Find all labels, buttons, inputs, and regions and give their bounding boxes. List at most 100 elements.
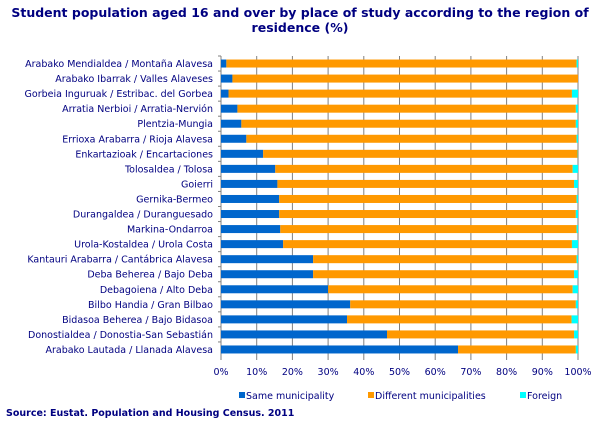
- bar-segment-foreign: [577, 135, 578, 143]
- bar-segment-different-municipalities: [313, 255, 576, 263]
- bar-segment-different-municipalities: [350, 300, 576, 308]
- bar-segment-foreign: [576, 345, 578, 353]
- gridlines: [218, 56, 578, 360]
- bar-segment-same-municipality: [221, 270, 313, 278]
- bar-segment-different-municipalities: [228, 90, 571, 98]
- x-tick-label: 70%: [460, 367, 481, 378]
- bar-segment-foreign: [576, 105, 578, 113]
- legend-swatch: [239, 392, 245, 398]
- bar-segment-foreign: [572, 315, 578, 323]
- bar-segment-same-municipality: [221, 120, 241, 128]
- bar-segment-foreign: [577, 60, 578, 68]
- category-label: Bilbo Handia / Gran Bilbao: [88, 300, 213, 311]
- bar-segment-foreign: [573, 165, 578, 173]
- category-label: Donostialdea / Donostia-San Sebastián: [28, 330, 213, 341]
- bar-segment-different-municipalities: [283, 240, 572, 248]
- bar-segment-same-municipality: [221, 345, 458, 353]
- bar-segment-foreign: [574, 270, 578, 278]
- category-label: Durangaldea / Duranguesado: [73, 210, 213, 221]
- bar-segment-foreign: [572, 240, 578, 248]
- bar-segment-same-municipality: [221, 75, 232, 83]
- x-tick-label: 0%: [213, 367, 228, 378]
- x-tick-label: 80%: [496, 367, 517, 378]
- bar-segment-same-municipality: [221, 90, 228, 98]
- x-tick-label: 20%: [282, 367, 303, 378]
- legend-label: Foreign: [527, 391, 562, 402]
- category-label: Bidasoa Beherea / Bajo Bidasoa: [62, 315, 213, 326]
- bar-segment-different-municipalities: [246, 135, 576, 143]
- bar-segment-foreign: [576, 120, 578, 128]
- category-label: Enkartazioak / Encartaciones: [75, 149, 213, 160]
- legend-swatch: [520, 392, 526, 398]
- legend-label: Same municipality: [246, 391, 335, 402]
- bar-segment-different-municipalities: [277, 180, 574, 188]
- x-axis-ticks: 0% 10% 20% 30% 40% 50% 60% 70% 80% 90% 100%: [213, 367, 591, 378]
- bar-segment-different-municipalities: [232, 75, 578, 83]
- category-label: Errioxa Arabarra / Rioja Alavesa: [62, 134, 213, 145]
- category-label: Markina-Ondarroa: [127, 225, 213, 236]
- chart-title-line-2: residence (%): [252, 20, 349, 35]
- bar-segment-same-municipality: [221, 210, 279, 218]
- bar-segment-same-municipality: [221, 285, 328, 293]
- bar-segment-same-municipality: [221, 60, 226, 68]
- bar-segment-different-municipalities: [263, 150, 578, 158]
- legend-label: Different municipalities: [375, 391, 486, 402]
- category-labels: Arabako Mendialdea / Montaña Alavesa Arab…: [25, 59, 214, 356]
- bar-segment-different-municipalities: [279, 195, 576, 203]
- category-label: Debagoiena / Alto Deba: [100, 285, 213, 296]
- bar-segment-foreign: [576, 300, 578, 308]
- category-label: Goierri: [181, 179, 213, 190]
- bar-segment-same-municipality: [221, 240, 283, 248]
- bar-segment-different-municipalities: [387, 330, 574, 338]
- x-tick-label: 100%: [564, 367, 591, 378]
- x-tick-label: 10%: [246, 367, 267, 378]
- category-label: Tolosaldea / Tolosa: [124, 164, 213, 175]
- bar-segment-different-municipalities: [347, 315, 572, 323]
- category-label: Arratia Nerbioi / Arratia-Nervión: [62, 104, 213, 115]
- x-tick-label: 50%: [389, 367, 410, 378]
- bar-segment-same-municipality: [221, 225, 280, 233]
- category-label: Arabako Mendialdea / Montaña Alavesa: [25, 59, 213, 70]
- x-tick-label: 30%: [318, 367, 339, 378]
- bar-segment-foreign: [574, 330, 578, 338]
- x-tick-label: 90%: [532, 367, 553, 378]
- x-tick-label: 40%: [353, 367, 374, 378]
- category-label: Gernika-Bermeo: [136, 194, 213, 205]
- source-note: Source: Eustat. Population and Housing C…: [6, 408, 294, 419]
- bar-segment-foreign: [572, 90, 578, 98]
- bar-segment-same-municipality: [221, 135, 246, 143]
- bar-segment-different-municipalities: [237, 105, 575, 113]
- category-label: Plentzia-Mungia: [137, 119, 213, 130]
- bar-segment-different-municipalities: [275, 165, 572, 173]
- bar-segment-foreign: [577, 255, 578, 263]
- bar-segment-different-municipalities: [280, 225, 576, 233]
- category-label: Urola-Kostaldea / Urola Costa: [74, 240, 213, 251]
- category-label: Kantauri Arabarra / Cantábrica Alavesa: [27, 255, 213, 266]
- category-label: Arabako Lautada / Llanada Alavesa: [45, 345, 213, 356]
- bar-segment-foreign: [577, 225, 578, 233]
- bar-segment-foreign: [576, 210, 578, 218]
- bar-segment-different-municipalities: [226, 60, 576, 68]
- bar-segment-different-municipalities: [458, 345, 576, 353]
- bar-segment-foreign: [577, 195, 578, 203]
- legend: Same municipality Different municipalitie…: [239, 391, 562, 402]
- bar-segment-same-municipality: [221, 105, 237, 113]
- bar-segment-same-municipality: [221, 300, 350, 308]
- bar-segment-different-municipalities: [328, 285, 573, 293]
- bar-segment-same-municipality: [221, 315, 347, 323]
- x-tick-label: 60%: [425, 367, 446, 378]
- bar-segment-same-municipality: [221, 195, 279, 203]
- category-label: Gorbeia Inguruak / Estribac. del Gorbea: [25, 89, 213, 100]
- bar-segment-same-municipality: [221, 255, 313, 263]
- bar-segment-different-municipalities: [279, 210, 576, 218]
- bar-segment-same-municipality: [221, 330, 387, 338]
- bar-segment-different-municipalities: [241, 120, 576, 128]
- legend-swatch: [368, 392, 374, 398]
- category-label: Deba Beherea / Bajo Deba: [87, 270, 213, 281]
- bar-segment-foreign: [573, 285, 578, 293]
- bar-segment-same-municipality: [221, 180, 277, 188]
- category-label: Arabako Ibarrak / Valles Alaveses: [55, 74, 213, 85]
- bar-segment-different-municipalities: [313, 270, 574, 278]
- bar-segment-same-municipality: [221, 165, 275, 173]
